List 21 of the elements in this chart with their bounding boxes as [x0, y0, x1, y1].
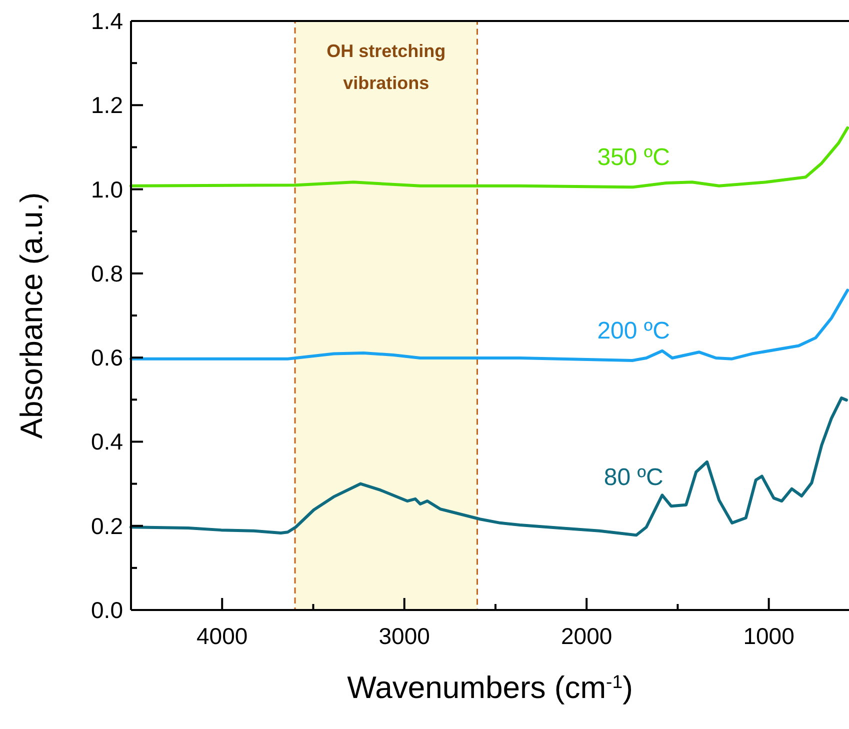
x-tick-label: 1000 — [743, 623, 794, 649]
series-label: 200 ºC — [597, 318, 670, 345]
line-series — [130, 288, 849, 362]
y-tick-label: 0.8 — [91, 260, 123, 286]
y-tick-label: 0.0 — [91, 597, 123, 623]
y-tick-label: 1.0 — [91, 176, 123, 202]
y-tick-label: 1.4 — [91, 8, 124, 34]
x-tick-label: 4000 — [196, 623, 248, 649]
y-tick-label: 0.2 — [91, 512, 123, 539]
line-series — [130, 396, 848, 537]
line-series — [130, 126, 849, 189]
series-label: 80 ºC — [604, 464, 664, 492]
y-tick-label: 1.2 — [91, 92, 123, 118]
x-tick-label: 2000 — [561, 623, 612, 649]
y-axis-title: Absorbance (a.u.) — [14, 192, 49, 439]
y-tick-label: 0.6 — [91, 344, 123, 371]
x-axis-title: Wavenumbers (cm$^{-1}$) — [347, 670, 633, 705]
y-tick-label: 0.4 — [91, 428, 124, 455]
series-label: 350 ºC — [597, 144, 670, 172]
band-label: OH stretching vibrations — [326, 41, 446, 93]
x-tick-label: 3000 — [378, 623, 430, 649]
